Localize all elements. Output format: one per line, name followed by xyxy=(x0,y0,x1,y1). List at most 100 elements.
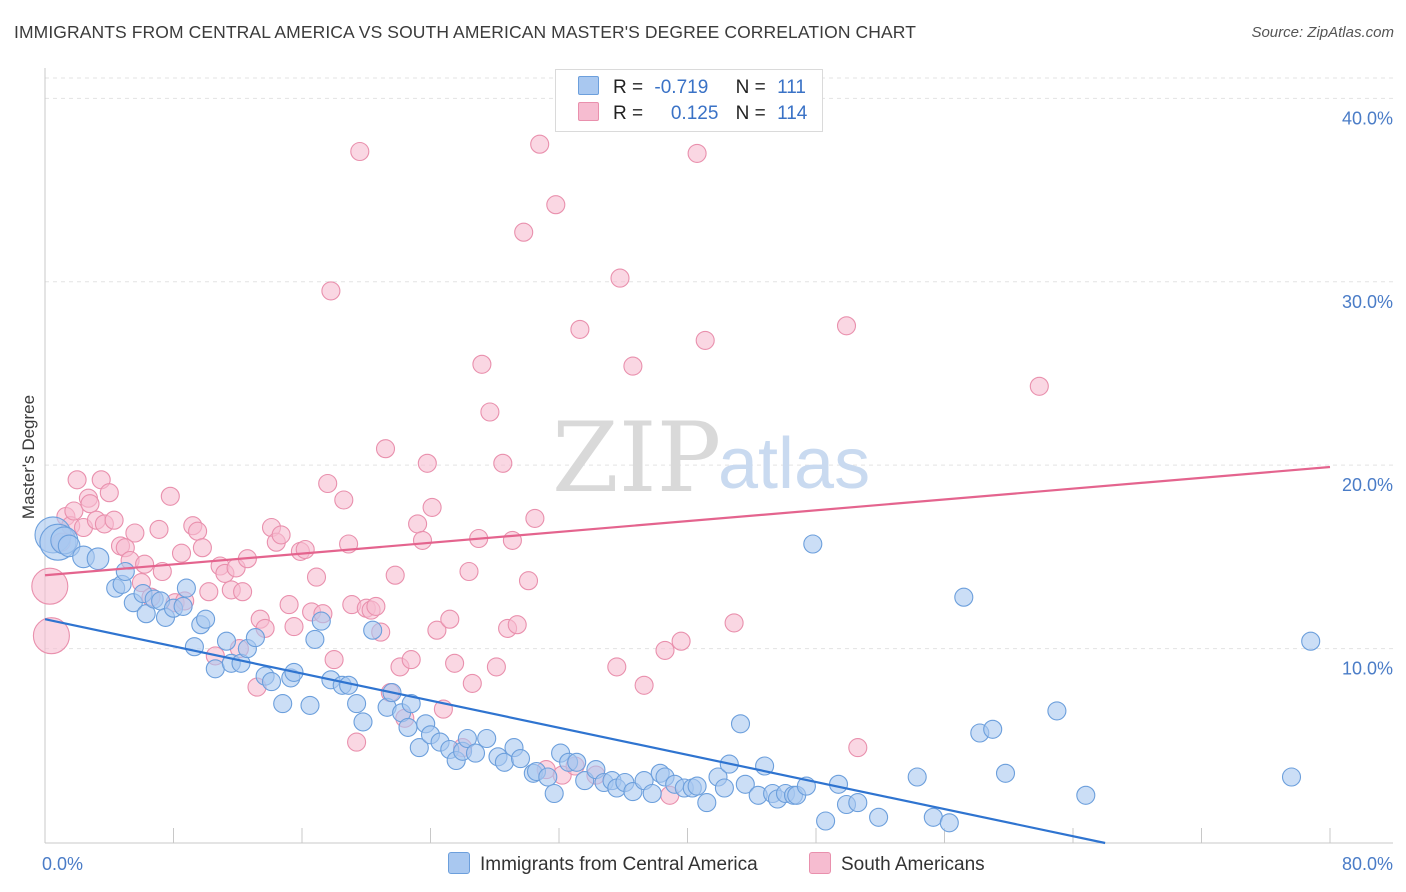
point-south-americans xyxy=(135,554,155,574)
legend-row-central-america: R = -0.719 N = 111 xyxy=(578,76,806,100)
bottom-legend-south-americans: South Americans xyxy=(809,852,985,876)
point-south-americans xyxy=(570,319,590,339)
point-south-americans xyxy=(104,510,124,530)
point-central-america xyxy=(995,763,1016,783)
point-central-america xyxy=(983,719,1003,739)
point-south-americans xyxy=(507,615,527,635)
point-central-america xyxy=(273,694,293,714)
point-central-america xyxy=(261,672,282,692)
legend-swatch-blue xyxy=(578,76,599,95)
legend-n-value: 111 xyxy=(777,77,806,98)
legend-r-label: R = xyxy=(613,103,644,124)
point-south-americans xyxy=(427,620,447,640)
point-south-americans xyxy=(152,561,172,582)
chart-title: IMMIGRANTS FROM CENTRAL AMERICA VS SOUTH… xyxy=(14,22,916,42)
point-south-americans xyxy=(695,330,715,350)
trend-line-central-america xyxy=(44,618,1106,845)
point-south-americans xyxy=(306,567,327,587)
point-south-americans xyxy=(375,439,396,459)
y-tick-label: 40.0% xyxy=(1342,108,1393,128)
point-central-america xyxy=(848,793,868,813)
point-south-americans xyxy=(525,508,545,528)
point-central-america xyxy=(311,611,331,631)
source-label: Source: ZipAtlas.com xyxy=(1251,24,1394,41)
point-central-america xyxy=(907,767,927,787)
legend-n-value: 114 xyxy=(777,103,808,124)
legend-r-value: -0.719 xyxy=(654,77,709,98)
point-south-americans xyxy=(486,657,506,677)
point-central-america xyxy=(1076,785,1096,805)
point-south-americans xyxy=(607,657,627,677)
bottom-legend-swatch-blue xyxy=(448,852,470,874)
point-south-americans xyxy=(836,316,857,336)
point-south-americans xyxy=(502,530,522,550)
x-tick-label: 80.0% xyxy=(1342,854,1393,874)
y-tick-label: 10.0% xyxy=(1342,659,1393,679)
point-south-americans xyxy=(31,567,69,605)
point-central-america xyxy=(510,749,531,769)
point-central-america xyxy=(923,807,943,827)
legend-n-label: N = xyxy=(735,77,766,98)
point-central-america xyxy=(457,728,477,749)
legend-r-value: 0.125 xyxy=(670,103,719,124)
correlation-legend: R = -0.719 N = 111 R = 0.125 N = 114 xyxy=(555,69,823,132)
point-south-americans xyxy=(385,565,405,585)
point-south-americans xyxy=(671,631,691,651)
point-central-america xyxy=(409,738,429,758)
point-central-america xyxy=(136,604,156,624)
point-south-americans xyxy=(199,582,219,602)
point-south-americans xyxy=(623,356,643,376)
trend-line-south-americans xyxy=(44,465,1331,577)
point-south-americans xyxy=(350,141,370,162)
point-south-americans xyxy=(493,453,513,473)
point-central-america xyxy=(347,694,367,714)
point-central-america xyxy=(735,774,755,794)
point-central-america xyxy=(205,659,225,679)
point-central-america xyxy=(697,793,717,813)
point-south-americans xyxy=(401,650,421,670)
point-south-americans xyxy=(514,222,534,242)
watermark-atlas: atlas xyxy=(718,424,870,504)
point-south-americans xyxy=(417,453,437,473)
point-central-america xyxy=(465,743,486,763)
trend-lines xyxy=(44,465,1331,845)
point-central-america xyxy=(954,587,974,607)
point-south-americans xyxy=(518,571,539,591)
point-south-americans xyxy=(32,617,70,655)
point-south-americans xyxy=(334,490,354,510)
point-central-america xyxy=(642,783,662,804)
point-central-america xyxy=(86,547,110,571)
point-south-americans xyxy=(160,486,180,506)
point-south-americans xyxy=(318,473,338,494)
point-south-americans xyxy=(271,525,291,545)
point-south-americans xyxy=(347,732,367,752)
point-central-america xyxy=(567,752,587,772)
point-central-america xyxy=(305,629,325,649)
legend-swatch-pink xyxy=(578,102,599,121)
point-south-americans xyxy=(848,738,868,758)
point-central-america xyxy=(176,578,196,598)
point-south-americans xyxy=(192,538,212,558)
point-south-americans xyxy=(546,195,566,215)
point-south-americans xyxy=(284,617,304,637)
y-tick-labels: 10.0% 20.0% 30.0% 40.0% xyxy=(1342,108,1393,678)
point-south-americans xyxy=(408,514,428,534)
point-south-americans xyxy=(655,640,675,660)
point-central-america xyxy=(398,717,418,737)
point-south-americans xyxy=(459,561,479,582)
point-south-americans xyxy=(321,281,341,301)
point-south-americans xyxy=(440,609,460,629)
watermark-zip: ZIP xyxy=(552,402,721,514)
point-central-america xyxy=(869,807,889,827)
point-south-americans xyxy=(480,402,500,422)
bottom-legend-label: Immigrants from Central America xyxy=(480,854,758,875)
point-central-america xyxy=(115,561,135,582)
point-south-americans xyxy=(171,543,192,563)
axes xyxy=(44,68,1393,844)
point-central-america xyxy=(196,609,216,629)
point-central-america xyxy=(730,714,751,734)
point-south-americans xyxy=(530,134,550,154)
point-south-americans xyxy=(445,653,465,673)
point-central-america xyxy=(216,631,237,651)
